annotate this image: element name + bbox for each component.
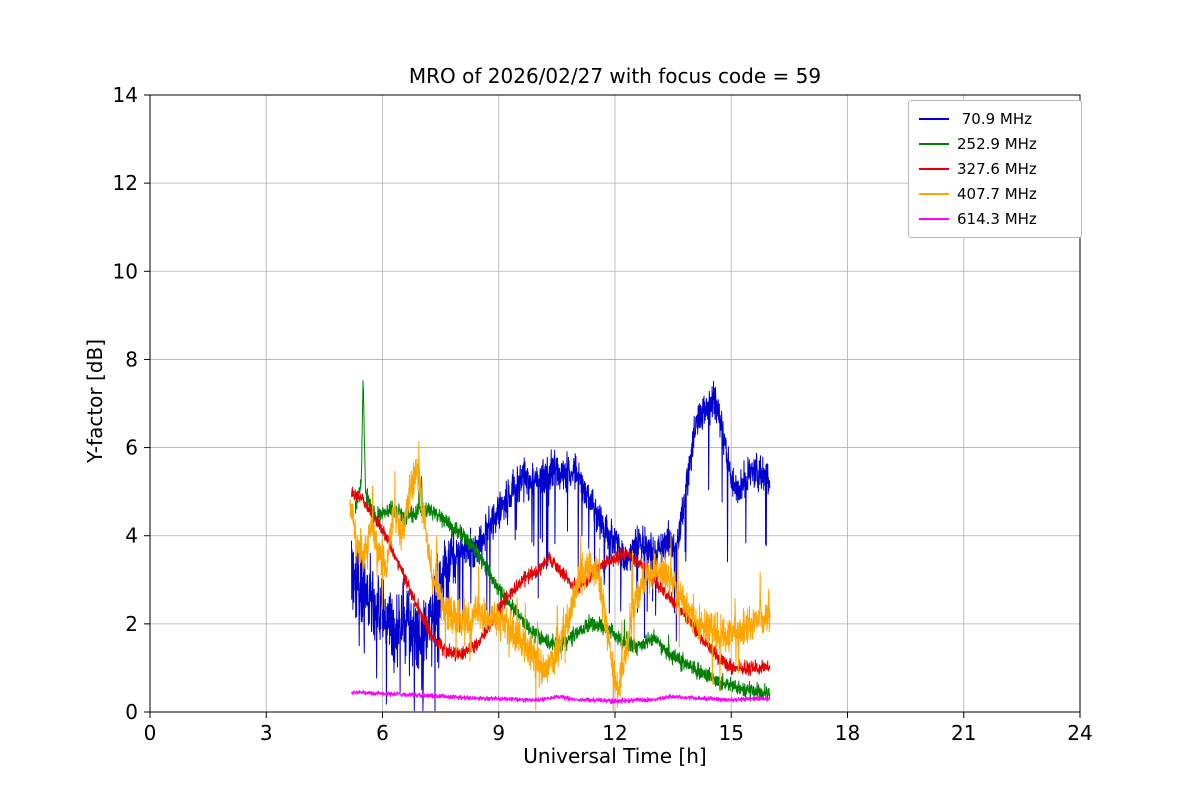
- series-line-614.3: [351, 690, 770, 705]
- legend-line-swatch: [919, 218, 949, 220]
- legend-item: 614.3 MHz: [919, 210, 1071, 228]
- legend-item: 70.9 MHz: [919, 110, 1071, 128]
- x-axis-label: Universal Time [h]: [523, 744, 707, 768]
- x-tick-label: 3: [260, 721, 273, 745]
- legend-item: 327.6 MHz: [919, 160, 1071, 178]
- x-tick-label: 24: [1067, 721, 1092, 745]
- y-axis-label: Y-factor [dB]: [83, 338, 107, 464]
- y-tick-label: 0: [125, 700, 138, 724]
- y-tick-label: 4: [125, 524, 138, 548]
- x-tick-label: 6: [376, 721, 389, 745]
- series-line-407.7: [349, 441, 771, 712]
- y-tick-label: 10: [113, 259, 138, 283]
- x-tick-label: 18: [835, 721, 860, 745]
- legend-label: 407.7 MHz: [957, 185, 1037, 203]
- chart-title: MRO of 2026/02/27 with focus code = 59: [408, 64, 822, 88]
- legend-line-swatch: [919, 143, 949, 145]
- x-tick-label: 12: [602, 721, 627, 745]
- y-tick-label: 6: [125, 436, 138, 460]
- x-tick-label: 9: [492, 721, 505, 745]
- series-line-70.9: [351, 381, 771, 712]
- y-tick-label: 8: [125, 347, 138, 371]
- y-tick-label: 2: [125, 612, 138, 636]
- legend-item: 407.7 MHz: [919, 185, 1071, 203]
- legend-line-swatch: [919, 193, 949, 195]
- x-tick-label: 15: [719, 721, 744, 745]
- y-tick-label: 14: [113, 83, 138, 107]
- x-tick-label: 21: [951, 721, 976, 745]
- legend-item: 252.9 MHz: [919, 135, 1071, 153]
- legend-label: 252.9 MHz: [957, 135, 1037, 153]
- legend-line-swatch: [919, 168, 949, 170]
- legend: 70.9 MHz 252.9 MHz 327.6 MHz 407.7 MHz 614.3…: [908, 100, 1082, 238]
- legend-line-swatch: [919, 118, 949, 120]
- y-tick-label: 12: [113, 171, 138, 195]
- legend-label: 327.6 MHz: [957, 160, 1037, 178]
- legend-label: 70.9 MHz: [957, 110, 1033, 128]
- x-tick-label: 0: [144, 721, 157, 745]
- legend-label: 614.3 MHz: [957, 210, 1037, 228]
